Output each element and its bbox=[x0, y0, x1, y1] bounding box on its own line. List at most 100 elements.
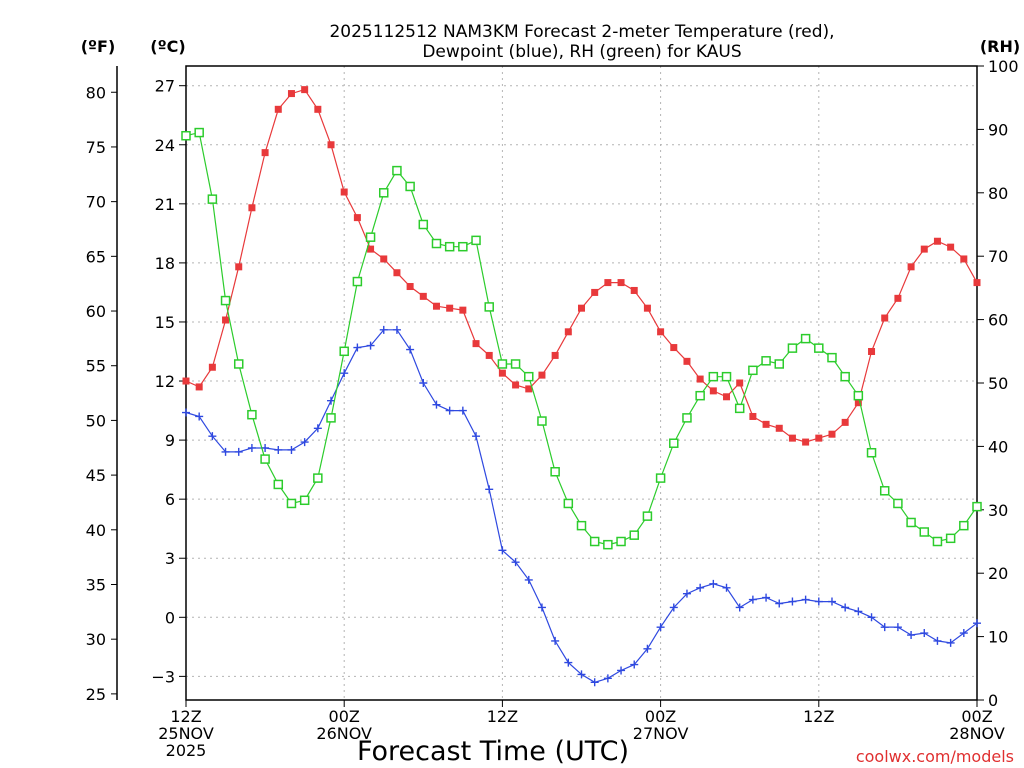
dewpoint-point bbox=[274, 445, 283, 454]
rh-point bbox=[603, 539, 613, 550]
dewpoint-point bbox=[261, 443, 270, 452]
dewpoint-point bbox=[287, 445, 296, 454]
fahrenheit-tick-label: 75 bbox=[86, 138, 106, 157]
rh-point bbox=[642, 511, 653, 521]
temperature-point bbox=[802, 438, 810, 446]
temperature-series-line bbox=[185, 88, 978, 443]
x-axis-label: Forecast Time (UTC) bbox=[357, 736, 629, 767]
celsius-tick-label: 3 bbox=[165, 549, 175, 568]
dewpoint-point bbox=[313, 424, 322, 433]
grid-layer bbox=[186, 66, 977, 700]
fahrenheit-tick-label: 80 bbox=[86, 83, 106, 102]
dewpoint-point bbox=[577, 670, 586, 679]
dewpoint-point bbox=[300, 438, 309, 447]
fahrenheit-tick-label: 30 bbox=[86, 630, 106, 649]
temperature-point bbox=[828, 430, 836, 438]
rh-tick-label: 90 bbox=[988, 120, 1008, 139]
dewpoint-point bbox=[340, 369, 349, 378]
temperature-point bbox=[485, 351, 493, 359]
temperature-point bbox=[564, 328, 572, 336]
dewpoint-point bbox=[353, 343, 362, 352]
temperature-point bbox=[432, 302, 440, 310]
temperature-point bbox=[235, 263, 243, 271]
dewpoint-point bbox=[814, 597, 823, 606]
temperature-point bbox=[327, 141, 335, 149]
time-tick-label: 27NOV bbox=[633, 724, 689, 743]
rh-point bbox=[537, 416, 547, 426]
rh-point bbox=[814, 343, 824, 353]
temperature-point bbox=[630, 286, 638, 294]
rh-point bbox=[972, 501, 982, 512]
temperature-point bbox=[933, 237, 941, 245]
temperature-point bbox=[406, 283, 414, 291]
rh-point bbox=[866, 447, 877, 458]
temperature-point bbox=[815, 434, 823, 442]
rh-tick-label: 30 bbox=[988, 501, 1008, 520]
dewpoint-point bbox=[432, 400, 441, 409]
temperature-point bbox=[301, 86, 309, 94]
rh-point bbox=[247, 409, 257, 420]
dewpoint-point bbox=[854, 607, 863, 616]
rh-point bbox=[550, 467, 560, 477]
temperature-point bbox=[973, 279, 981, 287]
temperature-point bbox=[393, 269, 401, 277]
rh-tick-label: 60 bbox=[988, 311, 1008, 330]
celsius-tick-label: 24 bbox=[155, 136, 175, 155]
rh-point bbox=[379, 188, 389, 198]
temperature-point bbox=[907, 263, 915, 271]
fahrenheit-tick-label: 40 bbox=[86, 521, 106, 540]
celsius-unit-label: (ºC) bbox=[150, 37, 185, 56]
temperature-point bbox=[643, 304, 651, 312]
rh-point bbox=[919, 527, 930, 537]
dewpoint-point bbox=[827, 597, 836, 606]
temperature-point bbox=[380, 255, 388, 263]
dewpoint-point bbox=[722, 583, 731, 592]
rh-point bbox=[708, 371, 719, 382]
watermark-text: coolwx.com/models bbox=[856, 747, 1014, 766]
rh-point bbox=[471, 235, 481, 246]
axis-layer: 25 30 35 40 45 50 55 60 65 70 75 80 −3 0 3 6 9 12 15 18 21 24… bbox=[86, 57, 1019, 760]
time-tick-label: 2025 bbox=[166, 741, 207, 760]
dewpoint-point bbox=[696, 583, 705, 592]
dewpoint-point bbox=[656, 623, 665, 632]
rh-point bbox=[181, 130, 191, 141]
fahrenheit-tick-label: 50 bbox=[86, 411, 106, 430]
temperature-point bbox=[894, 294, 902, 302]
plot-frame bbox=[185, 65, 978, 701]
time-tick-label: 26NOV bbox=[316, 724, 372, 743]
rh-tick-label: 70 bbox=[988, 247, 1008, 266]
rh-point bbox=[682, 413, 692, 423]
time-tick-label: 12Z bbox=[170, 707, 201, 726]
dewpoint-series-line bbox=[185, 329, 978, 683]
dewpoint-point bbox=[590, 678, 599, 687]
rh-point bbox=[444, 241, 455, 252]
dewpoint-point bbox=[682, 589, 691, 598]
dewpoint-point bbox=[234, 447, 243, 456]
temperature-point bbox=[314, 105, 322, 113]
rh-tick-label: 20 bbox=[988, 564, 1008, 583]
temperature-point bbox=[261, 149, 269, 157]
dewpoint-point bbox=[907, 631, 916, 640]
rh-series-line bbox=[185, 131, 978, 546]
celsius-tick-label: 21 bbox=[155, 195, 175, 214]
rh-tick-label: 100 bbox=[988, 57, 1019, 76]
time-tick-label: 12Z bbox=[803, 707, 834, 726]
rh-tick-label: 80 bbox=[988, 184, 1008, 203]
temperature-point bbox=[287, 90, 295, 98]
rh-point bbox=[194, 127, 204, 138]
fahrenheit-tick-label: 25 bbox=[86, 685, 106, 704]
dewpoint-point bbox=[788, 597, 797, 606]
temperature-point bbox=[195, 383, 203, 391]
rh-point bbox=[207, 194, 218, 204]
rh-point bbox=[458, 241, 468, 252]
rh-tick-label: 10 bbox=[988, 628, 1008, 647]
dewpoint-point bbox=[445, 406, 454, 415]
dewpoint-point bbox=[221, 447, 230, 456]
rh-point bbox=[721, 371, 732, 382]
rh-point bbox=[932, 536, 943, 547]
rh-point bbox=[669, 438, 679, 448]
rh-point bbox=[392, 165, 402, 176]
fahrenheit-tick-label: 55 bbox=[86, 357, 106, 376]
rh-point bbox=[959, 520, 969, 531]
